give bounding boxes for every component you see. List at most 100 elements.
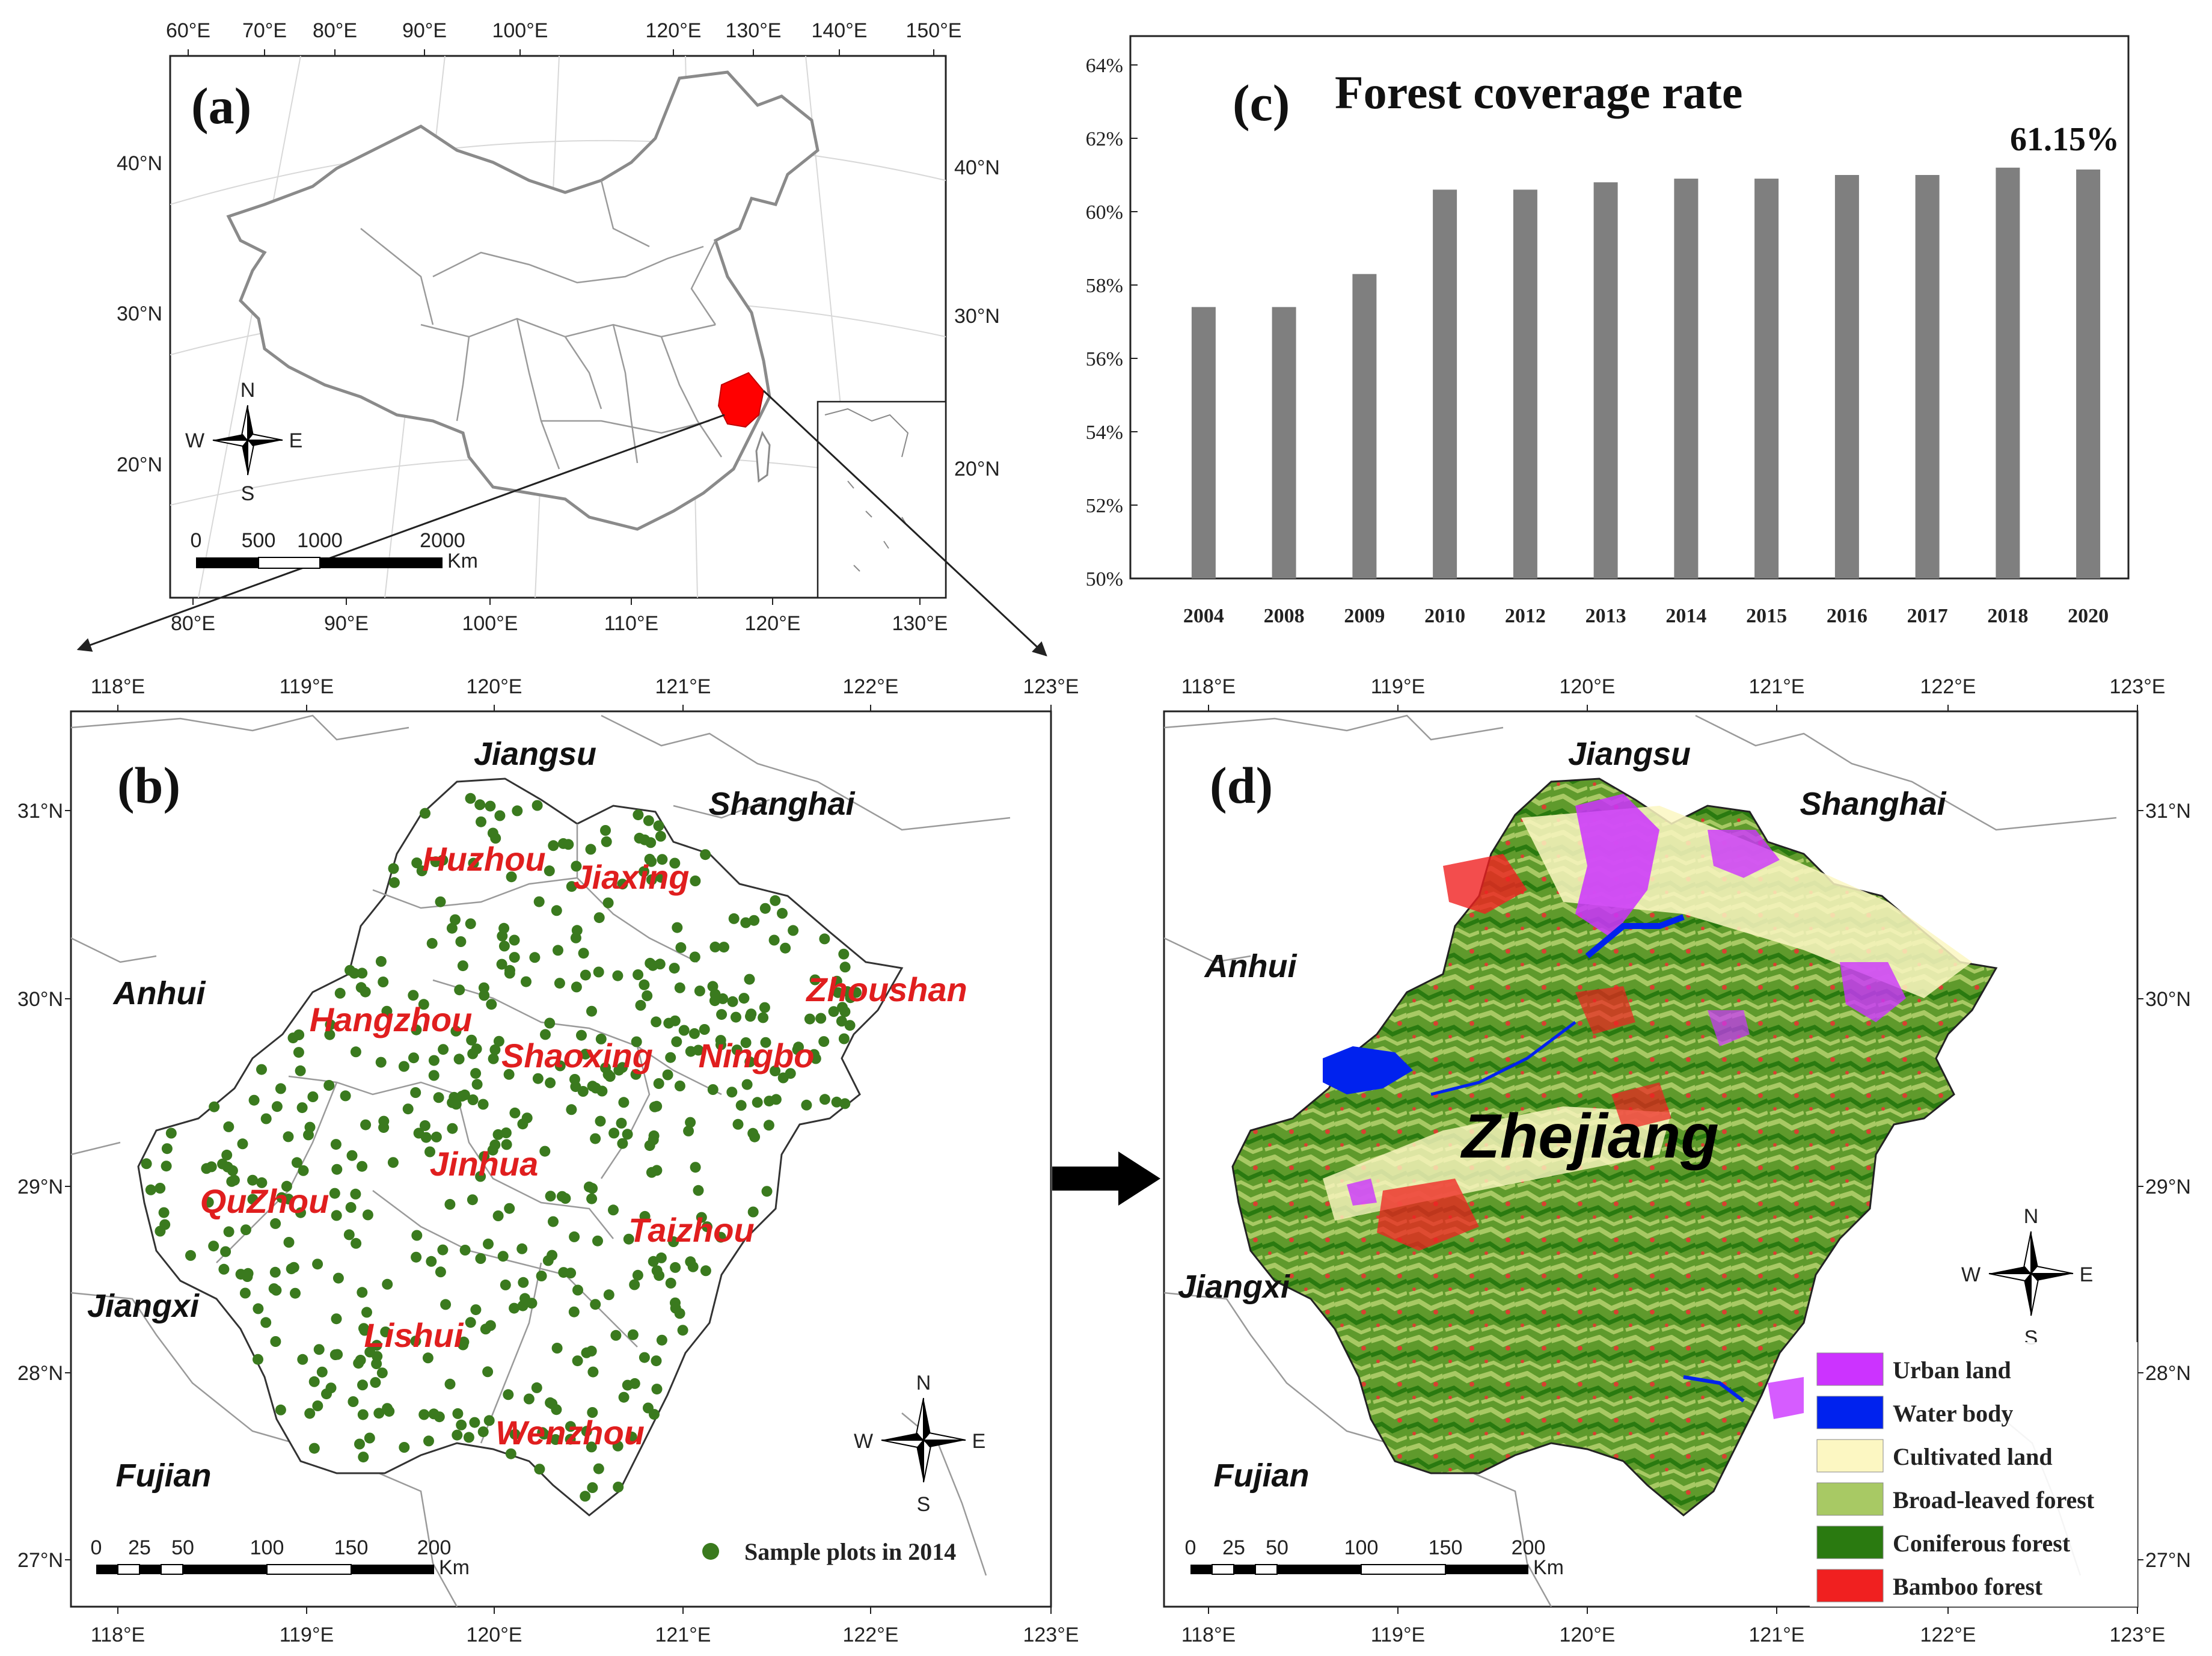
sample-plot-dot [329,1188,340,1199]
sample-plot-dot [643,1402,654,1414]
sample-plot-dot [370,1377,381,1388]
sample-plot-dot [325,1382,337,1394]
chart-title: Forest coverage rate [1335,66,1743,118]
sample-plot-dot [364,1432,375,1444]
sample-plot-dot [467,1094,479,1105]
sample-plot-dot [627,1329,639,1340]
sample-plot-dot [247,1194,259,1205]
sample-plot-dot [332,1349,343,1360]
sample-plot-dot [629,1279,640,1290]
tick-lon: 122°E [1920,675,1976,698]
sample-plot-dot [518,1277,529,1288]
sample-plot-dot [410,1336,421,1347]
sample-plot-dot [437,1244,449,1256]
sample-plot-dot [715,1231,726,1243]
sample-plot-dot [382,1278,393,1290]
tick-lon: 118°E [1181,675,1236,698]
china-provinces [360,180,723,470]
sample-plot-dot [411,1024,422,1035]
sample-plots [141,793,862,1502]
sample-plot-dot [452,1429,463,1441]
sample-plot-dot [534,1464,545,1475]
sample-plot-dot [569,1231,580,1242]
bar-2008 [1272,307,1296,578]
sample-plot-dot [649,1101,660,1112]
sample-plot-dot [610,1329,622,1341]
tick-lat-d: 30°N [2145,988,2191,1011]
province-jiangsu-d: Jiangsu [1568,736,1691,772]
sample-plot-dot [763,1120,774,1131]
tick-lat-d: 29°N [2145,1176,2191,1198]
sample-plot-dot [651,1355,662,1367]
bar-2010 [1433,189,1457,578]
sample-plot-dot [497,1251,509,1262]
sample-plot-dot [474,799,486,811]
sample-plot-dot [818,1036,830,1047]
tick-a-top: 60°E [166,19,210,42]
sample-plot-dot [675,942,687,953]
sample-plot-dot [836,1016,847,1027]
sample-plot-dot [450,1025,462,1037]
tick-lon: 119°E [1371,675,1425,698]
sample-plot-dot [256,1064,267,1075]
sample-plot-dot [418,999,429,1010]
sample-plot-dot [590,1133,601,1144]
sample-plot-dot [700,1265,711,1277]
sample-plot-dot [450,914,461,925]
sample-plot-dot [551,905,562,916]
province-shanghai-b: Shanghai [708,786,855,822]
sample-plot-dot [505,1448,516,1459]
sample-plot-dot [536,1271,547,1281]
sample-plot-dot [331,1210,342,1221]
sample-plot-dot [618,1391,630,1403]
sample-plot-dot [360,986,371,998]
sample-plot-dot [593,912,605,924]
sample-plot-dot [617,1138,628,1149]
tick-lon: 122°E [842,1624,898,1646]
sample-plot-dot [223,1121,234,1132]
svg-text:E: E [2080,1263,2094,1286]
bar-2012 [1513,189,1537,578]
sample-plot-dot [702,1221,712,1233]
sample-plot-dot [500,1279,511,1290]
sample-plot-dot [424,1146,435,1158]
sample-plot-dot [844,1020,856,1031]
tick-lon: 119°E [280,675,334,698]
sample-plot-dot [291,1157,302,1168]
sample-plot-dot [544,1017,556,1029]
sample-plot-dot [685,1256,696,1268]
sample-plot-dot [571,925,583,936]
sample-plot-dot [440,1299,452,1310]
sample-plot-dot [669,963,680,974]
sample-plot-dot [718,942,729,953]
sample-plot-dot [423,1435,434,1447]
sample-plot-dot [253,1303,264,1314]
sample-plot-dot [275,1404,286,1415]
sample-plot-dot [411,857,423,868]
sample-plot-dot [602,897,614,909]
tick-lon: 122°E [842,675,898,698]
x-tick-label: 2017 [1907,605,1948,627]
sample-plot-dot [738,993,750,1004]
compass-a: N S E W [185,379,302,505]
svg-text:Km: Km [1533,1556,1564,1579]
sample-plot-dot [665,1052,676,1063]
sample-plot-dot [312,1400,323,1411]
svg-text:N: N [241,379,256,402]
sample-plot-dot [430,1131,442,1142]
city-quzhou: QuZhou [200,1182,329,1220]
panel-b-bottom-ticks: 118°E 119°E 120°E 121°E 122°E 123°E [91,1607,1079,1646]
tick-lat-d: 27°N [2145,1549,2191,1572]
sample-plot-dot [161,1143,173,1155]
sample-plot-dot [428,1070,440,1081]
sample-plot-dot [548,1216,559,1227]
sample-plot-dot [735,1100,747,1111]
sample-plot-dot [271,1284,282,1296]
sample-plot-dot [345,1202,357,1213]
sample-plot-dot [590,1299,601,1310]
sample-plot-dot [293,1029,305,1040]
sample-plot-dot [577,1086,589,1097]
china-outline [226,70,820,531]
sample-plot-dot [845,992,856,1004]
sample-plot-dot [732,1118,744,1130]
